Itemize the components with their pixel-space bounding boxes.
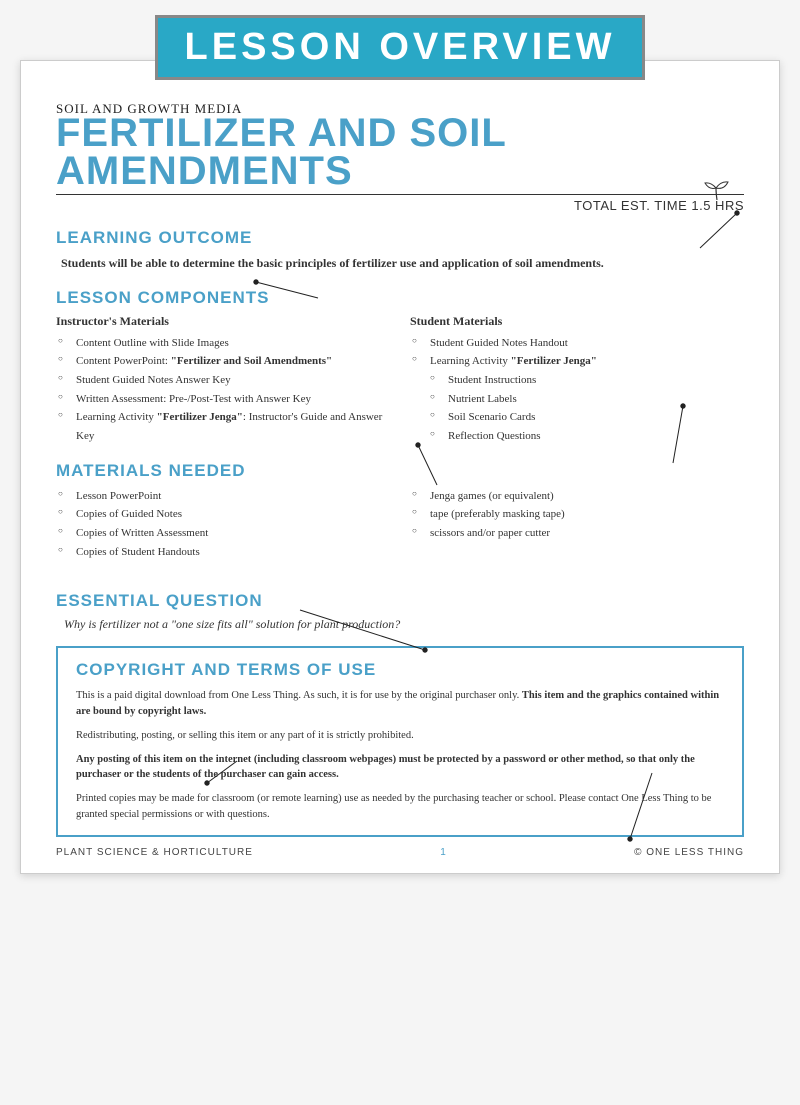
student-sublist: Student InstructionsNutrient LabelsSoil … xyxy=(410,371,744,446)
banner: LESSON OVERVIEW xyxy=(155,15,645,80)
page-title: FERTILIZER AND SOIL AMENDMENTS xyxy=(56,114,744,195)
footer-right: © ONE LESS THING xyxy=(634,847,744,858)
copyright-box: COPYRIGHT AND TERMS OF USE This is a pai… xyxy=(56,646,744,836)
list-item: tape (preferably masking tape) xyxy=(416,505,744,524)
outcome-text: Students will be able to determine the b… xyxy=(56,254,744,273)
title-text: FERTILIZER AND SOIL AMENDMENTS xyxy=(56,111,506,193)
materials-columns: Lesson PowerPointCopies of Guided NotesC… xyxy=(56,487,744,562)
list-item: Student Guided Notes Handout xyxy=(416,334,744,353)
section-head-materials: MATERIALS NEEDED xyxy=(56,461,744,481)
list-item: scissors and/or paper cutter xyxy=(416,524,744,543)
copyright-p1: This is a paid digital download from One… xyxy=(76,688,724,720)
copyright-p2: Redistributing, posting, or selling this… xyxy=(76,728,724,744)
list-item: Nutrient Labels xyxy=(434,390,744,409)
list-item: Student Guided Notes Answer Key xyxy=(62,371,390,390)
list-item: Copies of Written Assessment xyxy=(62,524,390,543)
section-head-eq: ESSENTIAL QUESTION xyxy=(56,591,744,611)
components-columns: Instructor's Materials Content Outline w… xyxy=(56,314,744,446)
student-head: Student Materials xyxy=(410,314,744,329)
instructor-list: Content Outline with Slide ImagesContent… xyxy=(56,334,390,446)
copyright-p3: Any posting of this item on the internet… xyxy=(76,752,724,784)
footer-page: 1 xyxy=(440,847,447,858)
student-list: Student Guided Notes HandoutLearning Act… xyxy=(410,334,744,371)
list-item: Reflection Questions xyxy=(434,427,744,446)
materials-left: Lesson PowerPointCopies of Guided NotesC… xyxy=(56,487,390,562)
list-item: Soil Scenario Cards xyxy=(434,408,744,427)
list-item: Jenga games (or equivalent) xyxy=(416,487,744,506)
eq-text: Why is fertilizer not a "one size fits a… xyxy=(56,617,744,632)
list-item: Content PowerPoint: "Fertilizer and Soil… xyxy=(62,352,390,371)
list-item: Content Outline with Slide Images xyxy=(62,334,390,353)
copyright-p4: Printed copies may be made for classroom… xyxy=(76,791,724,823)
est-time: TOTAL EST. TIME 1.5 HRS xyxy=(56,198,744,213)
sprout-icon xyxy=(702,178,732,200)
copyright-head: COPYRIGHT AND TERMS OF USE xyxy=(76,660,724,680)
materials-right: Jenga games (or equivalent)tape (prefera… xyxy=(410,487,744,543)
footer-left: PLANT SCIENCE & HORTICULTURE xyxy=(56,847,253,858)
section-head-components: LESSON COMPONENTS xyxy=(56,288,744,308)
list-item: Learning Activity "Fertilizer Jenga" xyxy=(416,352,744,371)
section-head-outcome: LEARNING OUTCOME xyxy=(56,228,744,248)
list-item: Written Assessment: Pre-/Post-Test with … xyxy=(62,390,390,409)
list-item: Learning Activity "Fertilizer Jenga": In… xyxy=(62,408,390,445)
instructor-head: Instructor's Materials xyxy=(56,314,390,329)
footer: PLANT SCIENCE & HORTICULTURE 1 © ONE LES… xyxy=(56,847,744,858)
list-item: Lesson PowerPoint xyxy=(62,487,390,506)
list-item: Copies of Student Handouts xyxy=(62,543,390,562)
list-item: Copies of Guided Notes xyxy=(62,505,390,524)
page: SOIL AND GROWTH MEDIA FERTILIZER AND SOI… xyxy=(20,60,780,874)
list-item: Student Instructions xyxy=(434,371,744,390)
